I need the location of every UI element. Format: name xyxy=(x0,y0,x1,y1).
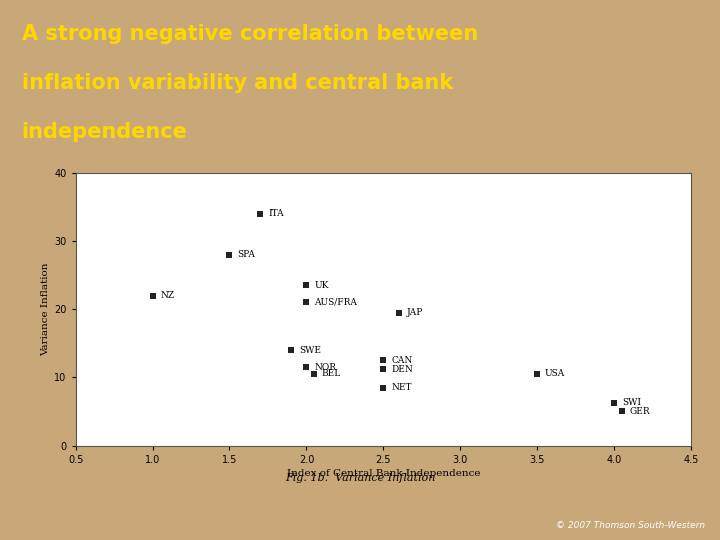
Text: SWI: SWI xyxy=(622,398,641,407)
Y-axis label: Variance Inflation: Variance Inflation xyxy=(41,262,50,356)
Text: UK: UK xyxy=(314,281,328,290)
Text: AUS/FRA: AUS/FRA xyxy=(314,298,357,307)
Text: inflation variability and central bank: inflation variability and central bank xyxy=(22,73,453,93)
Text: independence: independence xyxy=(22,122,187,141)
Text: A strong negative correlation between: A strong negative correlation between xyxy=(22,24,478,44)
Text: CAN: CAN xyxy=(391,356,413,365)
Text: GER: GER xyxy=(629,407,650,416)
X-axis label: Index of Central Bank Independence: Index of Central Bank Independence xyxy=(287,469,480,478)
Text: NET: NET xyxy=(391,383,412,392)
Text: NOR: NOR xyxy=(314,362,336,372)
Text: © 2007 Thomson South-Western: © 2007 Thomson South-Western xyxy=(557,522,706,530)
Text: SPA: SPA xyxy=(237,250,255,259)
Text: JAP: JAP xyxy=(407,308,423,317)
Text: ITA: ITA xyxy=(268,209,284,218)
Text: DEN: DEN xyxy=(391,364,413,374)
Text: BEL: BEL xyxy=(322,369,341,379)
Text: Fig. 1b.  Variance Inflation: Fig. 1b. Variance Inflation xyxy=(285,473,435,483)
Text: SWE: SWE xyxy=(299,346,320,355)
Text: NZ: NZ xyxy=(161,291,174,300)
Text: USA: USA xyxy=(545,369,565,379)
